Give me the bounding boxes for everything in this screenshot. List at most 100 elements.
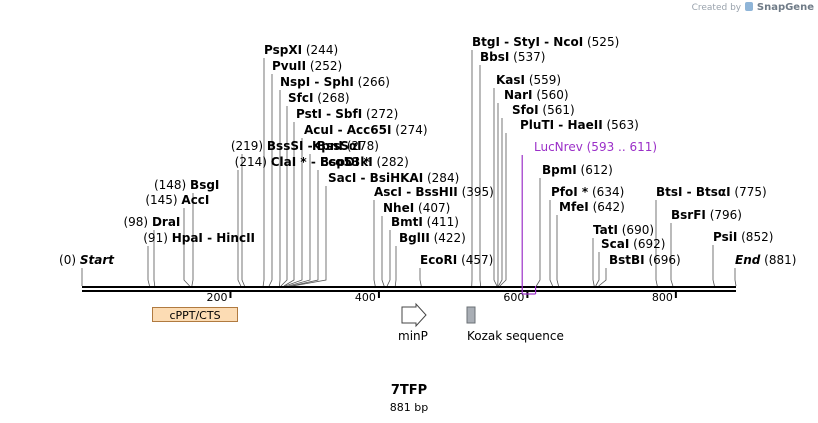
site-name-haeii: HaeII — [567, 118, 602, 132]
site-label-pfoi: PfoI * (634) — [551, 185, 624, 199]
primer-range: (593 .. 611) — [583, 140, 657, 154]
site-position-nhei: (407) — [414, 201, 450, 215]
site-separator: - — [500, 35, 513, 49]
site-position-nari: (560) — [533, 88, 569, 102]
site-nspi-sphi[interactable]: NspI - SphI (266) — [280, 75, 390, 89]
site-clai-bspdi[interactable]: (214) ClaI * - BspDI * — [235, 155, 371, 169]
site-name-bsshii: BssHII — [415, 185, 457, 199]
site-pspxi[interactable]: PspXI (244) — [264, 43, 338, 57]
site-name-btgi: BtgI — [472, 35, 500, 49]
site-name-acc65i: Acc65I — [347, 123, 392, 137]
site-label-ecori: EcoRI (457) — [420, 253, 493, 267]
cut-line-pspxi — [262, 58, 265, 287]
site-position-bmti: (411) — [423, 215, 459, 229]
site-label-pvuii: PvuII (252) — [272, 59, 342, 73]
site-position-bpmi: (612) — [577, 163, 613, 177]
site-position-clai-bspdi: (214) — [235, 155, 271, 169]
site-name-nspi: NspI — [280, 75, 310, 89]
site-label-bglii: BglII (422) — [399, 231, 466, 245]
site-sfci[interactable]: SfcI (268) — [288, 91, 350, 105]
site-name-bstbi: BstBI — [609, 253, 645, 267]
site-nari[interactable]: NarI (560) — [504, 88, 569, 102]
site-position-pspxi: (244) — [302, 43, 338, 57]
site-name-mfei: MfeI — [559, 200, 589, 214]
site-name-bbsi: BbsI — [480, 50, 509, 64]
site-psii[interactable]: PsiI (852) — [713, 230, 773, 244]
dna-backbone — [82, 286, 736, 292]
site-btgi-styi-ncoi[interactable]: BtgI - StyI - NcoI (525) — [472, 35, 619, 49]
site-btsi-bts-i[interactable]: BtsI - BtsαI (775) — [656, 185, 767, 199]
site-bbsi[interactable]: BbsI (537) — [480, 50, 545, 64]
site-label-sfci: SfcI (268) — [288, 91, 350, 105]
cut-line-hpai-hincii — [147, 246, 150, 287]
site-ecori[interactable]: EcoRI (457) — [420, 253, 493, 267]
site-position-pfoi: (634) — [588, 185, 624, 199]
site-kpni[interactable]: KpnI (278) — [312, 139, 379, 153]
kozak-feature-box[interactable] — [466, 306, 476, 324]
site-name-pluti: PluTI — [520, 118, 554, 132]
site-separator: - — [683, 185, 696, 199]
site-label-kasi: KasI (559) — [496, 73, 561, 87]
site-tati[interactable]: TatI (690) — [593, 223, 654, 237]
site-bglii[interactable]: BglII (422) — [399, 231, 466, 245]
site-bmti[interactable]: BmtI (411) — [391, 215, 459, 229]
site-label-bsssi-bsss-i: (219) BssSI - BssSαI — [231, 139, 362, 153]
site-hpai-hincii[interactable]: (91) HpaI - HincII — [143, 231, 255, 245]
minp-feature-arrow[interactable] — [401, 302, 427, 328]
site-name-bsihkai: BsiHKAI — [370, 171, 424, 185]
cppt-cts-feature[interactable]: cPPT/CTS — [152, 307, 238, 322]
cut-line-asci-bsshii — [373, 200, 376, 287]
site-pluti-haeii[interactable]: PluTI - HaeII (563) — [520, 118, 639, 132]
cut-line-pvuii — [268, 74, 273, 287]
site-position-acci: (145) — [145, 193, 181, 207]
site-bsgi[interactable]: (148) BsgI — [154, 178, 219, 192]
site-bstbi[interactable]: BstBI (696) — [609, 253, 681, 267]
site-sfoi[interactable]: SfoI (561) — [512, 103, 575, 117]
site-name-bmti: BmtI — [391, 215, 423, 229]
site-start[interactable]: (0) Start — [59, 253, 115, 267]
site-eco53ki[interactable]: Eco53kI (282) — [320, 155, 409, 169]
primer-lucnrev[interactable]: LucNrev (593 .. 611) — [521, 140, 657, 295]
cut-line-ecori — [419, 268, 422, 287]
site-position-pvuii: (252) — [306, 59, 342, 73]
site-saci-bsihkai[interactable]: SacI - BsiHKAI (284) — [328, 171, 459, 185]
site-scai[interactable]: ScaI (692) — [601, 237, 665, 251]
site-name-bts-i: BtsαI — [696, 185, 731, 199]
site-bpmi[interactable]: BpmI (612) — [542, 163, 613, 177]
cut-line-btsi-bts-i — [655, 200, 658, 287]
site-pvuii[interactable]: PvuII (252) — [272, 59, 342, 73]
site-pfoi[interactable]: PfoI * (634) — [551, 185, 624, 199]
site-position-eco53ki: (282) — [373, 155, 409, 169]
site-nhei[interactable]: NheI (407) — [383, 201, 450, 215]
site-label-bsrfi: BsrFI (796) — [671, 208, 742, 222]
site-name-sfoi: SfoI — [512, 103, 539, 117]
site-label-pluti-haeii: PluTI - HaeII (563) — [520, 118, 639, 132]
site-name-bsgi: BsgI — [190, 178, 219, 192]
cut-line-bstbi — [598, 268, 607, 287]
site-separator: - — [540, 35, 553, 49]
site-bsssi-bsss-i[interactable]: (219) BssSI - BssSαI — [231, 139, 362, 153]
site-separator: - — [307, 155, 320, 169]
site-kasi[interactable]: KasI (559) — [496, 73, 561, 87]
site-asci-bsshii[interactable]: AscI - BssHII (395) — [374, 185, 494, 199]
site-end[interactable]: End (881) — [735, 253, 796, 267]
site-position-sfci: (268) — [313, 91, 349, 105]
cut-line-pfoi — [549, 200, 554, 287]
site-psti-sbfi[interactable]: PstI - SbfI (272) — [296, 107, 398, 121]
site-position-end: (881) — [760, 253, 796, 267]
site-drai[interactable]: (98) DraI — [123, 215, 180, 229]
site-name-pvuii: PvuII — [272, 59, 306, 73]
cut-line-psii — [712, 245, 715, 287]
site-name-bsssi: BssSI — [267, 139, 304, 153]
site-name-kpni: KpnI — [312, 139, 343, 153]
plasmid-name: 7TFP — [390, 383, 428, 398]
site-labels: PspXI (244) PvuII (252) NspI - SphI (266) S… — [59, 35, 796, 267]
site-name-bsss-i: BssSαI — [317, 139, 362, 153]
site-bsrfi[interactable]: BsrFI (796) — [671, 208, 742, 222]
site-position-kasi: (559) — [525, 73, 561, 87]
site-acui-acc65i[interactable]: AcuI - Acc65I (274) — [304, 123, 428, 137]
site-mfei[interactable]: MfeI (642) — [559, 200, 625, 214]
site-acci[interactable]: (145) AccI — [145, 193, 209, 207]
site-name-acci: AccI — [181, 193, 209, 207]
site-position-nspi-sphi: (266) — [354, 75, 390, 89]
